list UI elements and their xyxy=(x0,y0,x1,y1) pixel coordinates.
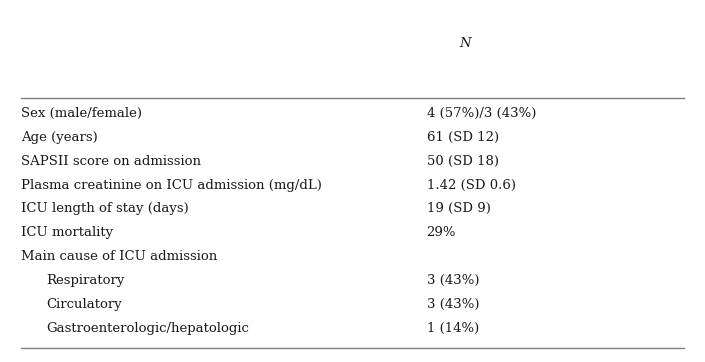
Text: N: N xyxy=(459,37,471,50)
Text: 1.42 (SD 0.6): 1.42 (SD 0.6) xyxy=(427,178,515,191)
Text: 19 (SD 9): 19 (SD 9) xyxy=(427,202,491,215)
Text: SAPSII score on admission: SAPSII score on admission xyxy=(21,155,201,168)
Text: 3 (43%): 3 (43%) xyxy=(427,274,479,287)
Text: 4 (57%)/3 (43%): 4 (57%)/3 (43%) xyxy=(427,107,536,120)
Text: ICU length of stay (days): ICU length of stay (days) xyxy=(21,202,189,215)
Text: 61 (SD 12): 61 (SD 12) xyxy=(427,131,498,144)
Text: 29%: 29% xyxy=(427,226,456,239)
Text: 50 (SD 18): 50 (SD 18) xyxy=(427,155,498,168)
Text: Respiratory: Respiratory xyxy=(46,274,124,287)
Text: ICU mortality: ICU mortality xyxy=(21,226,114,239)
Text: Age (years): Age (years) xyxy=(21,131,98,144)
Text: Sex (male/female): Sex (male/female) xyxy=(21,107,142,120)
Text: Circulatory: Circulatory xyxy=(46,298,121,311)
Text: Gastroenterologic/hepatologic: Gastroenterologic/hepatologic xyxy=(46,322,249,335)
Text: 3 (43%): 3 (43%) xyxy=(427,298,479,311)
Text: Plasma creatinine on ICU admission (mg/dL): Plasma creatinine on ICU admission (mg/d… xyxy=(21,178,322,191)
Text: Main cause of ICU admission: Main cause of ICU admission xyxy=(21,250,217,263)
Text: 1 (14%): 1 (14%) xyxy=(427,322,479,335)
